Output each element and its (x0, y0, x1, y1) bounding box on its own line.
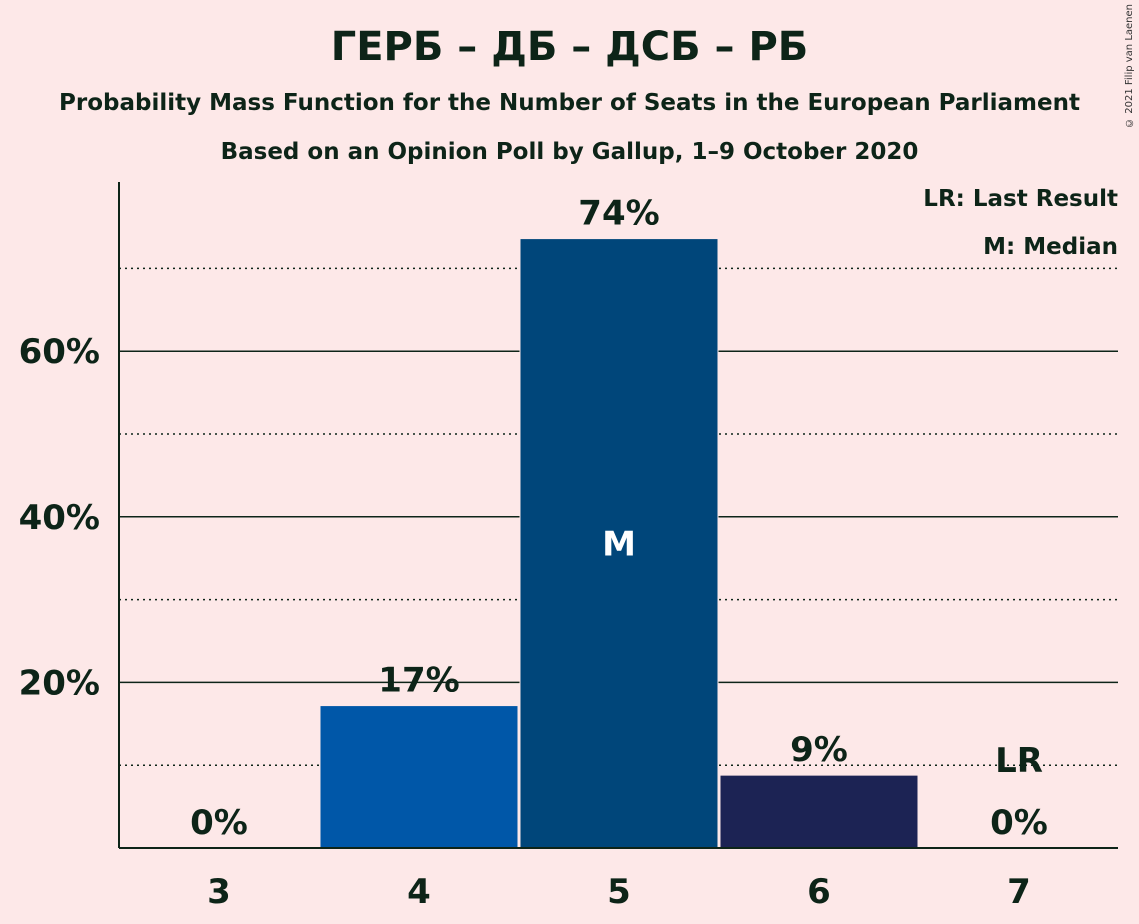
y-tick-label: 40% (19, 498, 100, 538)
chart-subtitle: Probability Mass Function for the Number… (59, 90, 1080, 116)
x-tick-label: 6 (807, 872, 831, 912)
legend-last-result: LR: Last Result (923, 186, 1118, 212)
data-label: 0% (990, 803, 1048, 843)
data-label: 17% (378, 661, 459, 701)
x-tick-label: 4 (407, 872, 431, 912)
data-label: 0% (190, 803, 248, 843)
y-tick-label: 60% (19, 332, 100, 372)
bar-seats-5 (519, 238, 719, 849)
last-result-marker: LR (995, 741, 1043, 781)
bar-seats-4 (319, 705, 519, 849)
y-tick-label: 20% (19, 663, 100, 703)
legend-median: M: Median (983, 234, 1118, 260)
data-label: 9% (790, 730, 848, 770)
x-tick-label: 7 (1007, 872, 1031, 912)
bar-seats-6 (719, 774, 919, 849)
x-tick-label: 5 (607, 872, 631, 912)
chart-title: ГЕРБ – ДБ – ДСБ – РБ (330, 24, 809, 70)
x-tick-label: 3 (207, 872, 231, 912)
median-marker: M (602, 524, 636, 564)
data-label: 74% (578, 194, 659, 234)
chart-subtitle-source: Based on an Opinion Poll by Gallup, 1–9 … (220, 139, 919, 165)
